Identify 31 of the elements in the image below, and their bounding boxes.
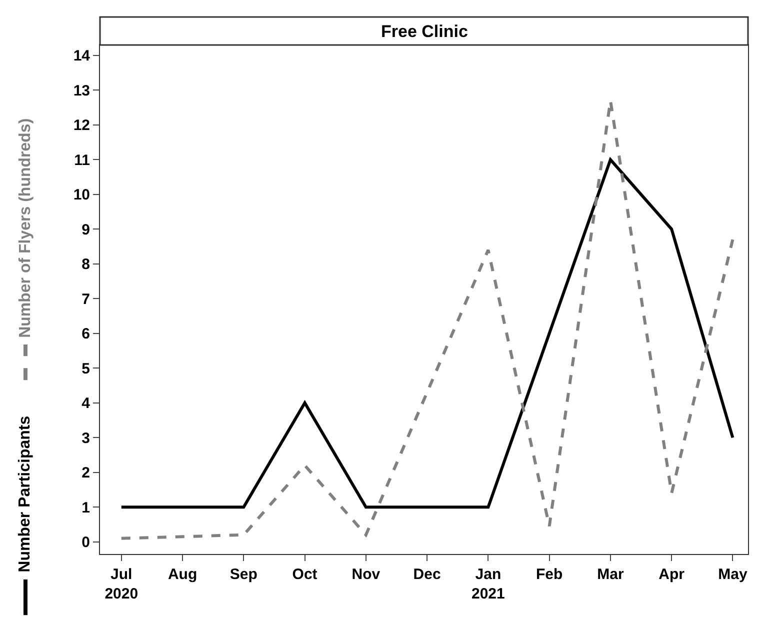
x-tick-label: Dec [413,566,441,583]
y-tick-label: 5 [82,360,90,378]
line-series [120,158,734,509]
text: Number Participants [16,416,34,572]
y-tick-label: 13 [73,82,90,100]
y-tick-label: 14 [73,48,91,65]
x-tick-label: Nov [352,566,381,583]
y-tick-label: 10 [73,186,90,204]
x-tick-label: Sep [230,566,258,583]
x-tick-label: Feb [536,566,563,583]
y-tick-label: 7 [82,290,90,308]
x-tick-label: Apr [658,566,685,583]
text: Number of Flyers (hundreds) [17,118,34,338]
y-tick-label: 3 [82,430,90,447]
y-tick-label: 9 [82,221,90,238]
x-tick-label: Jul 2020 [104,566,138,602]
x-tick-label: Mar [597,566,624,583]
y-tick-label: 4 [82,395,91,412]
x-tick-label: May [718,566,748,583]
x-tick-label: Jan 2021 [472,566,505,602]
y-tick-label: 1 [82,499,90,516]
y-tick-label: 12 [73,117,90,134]
x-tick-label: Oct [292,566,318,583]
chart-title: Free Clinic [381,22,468,41]
y-tick-label: 8 [82,256,90,274]
y-tick-label: 2 [82,464,90,482]
y-tick-label: 6 [82,326,90,343]
y-tick-label: 0 [82,534,90,552]
y-tick-label: 11 [74,152,90,169]
x-tick-label: Aug [168,566,198,583]
line-series [120,99,734,540]
